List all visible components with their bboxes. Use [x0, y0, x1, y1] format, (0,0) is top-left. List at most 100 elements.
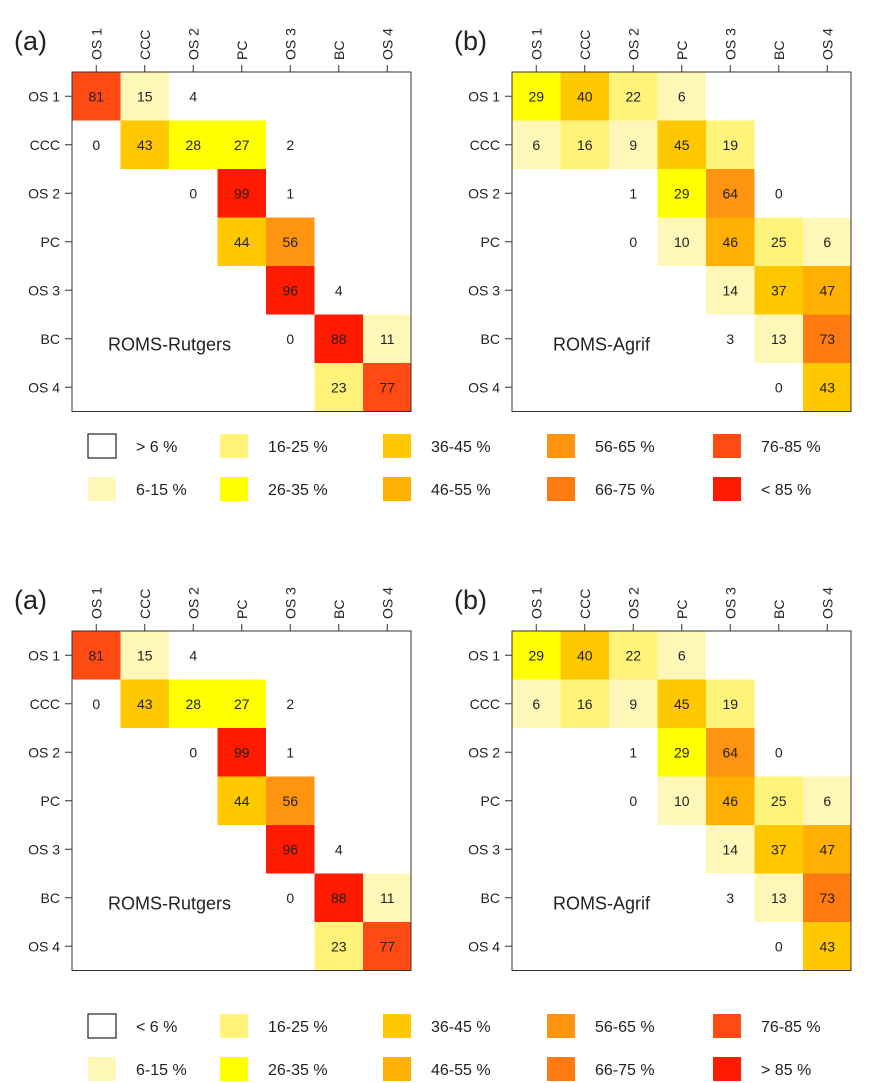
x-tick-label: BC [331, 41, 347, 60]
cell-value-label: 16 [577, 137, 593, 153]
heatmap-cell [560, 631, 609, 680]
cell-value-label: 6 [532, 696, 540, 712]
heatmap-cell [560, 72, 609, 121]
cell-value-label: 29 [674, 744, 690, 760]
model-annotation: ROMS-Rutgers [108, 335, 231, 355]
cell-value-label: 0 [775, 744, 783, 760]
legend-label: 6-15 % [136, 482, 187, 499]
cell-value-label: 0 [775, 379, 783, 395]
x-tick-label: OS 4 [819, 28, 835, 60]
legend-swatch [220, 1057, 248, 1081]
cell-value-label: 9 [629, 137, 637, 153]
x-tick-label: OS 1 [528, 587, 544, 619]
cell-value-label: 81 [88, 647, 104, 663]
heatmap-cell [120, 120, 169, 169]
x-tick-label: PC [234, 600, 250, 619]
cell-value-label: 0 [629, 793, 637, 809]
cell-value-label: 10 [674, 234, 690, 250]
cell-value-label: 10 [674, 793, 690, 809]
x-tick-label: OS 3 [722, 587, 738, 619]
y-tick-label: PC [481, 793, 500, 809]
cell-value-label: 64 [722, 744, 738, 760]
cell-value-label: 44 [234, 234, 250, 250]
heatmap-cell [803, 922, 852, 971]
y-tick-label: OS 3 [28, 282, 60, 298]
legend-label: > 85 % [761, 1062, 811, 1079]
cell-value-label: 15 [137, 647, 153, 663]
heatmap-cell [803, 363, 852, 412]
cell-value-label: 40 [577, 88, 593, 104]
y-tick-label: OS 1 [468, 88, 500, 104]
panel-label: (b) [454, 26, 487, 56]
heatmap-cell [803, 314, 852, 363]
heatmap-cell [609, 631, 658, 680]
x-tick-label: PC [674, 600, 690, 619]
heatmap-panel-a-fig2: 81 15 4 0 43 28 27 2 0 99 1 44 56 96 4 0 88 11 23 77 OS 1 CCC… [14, 585, 412, 971]
legend-swatch [383, 1057, 411, 1081]
y-tick-label: BC [41, 331, 60, 347]
x-tick-label: OS 3 [282, 587, 298, 619]
heatmap-cell [266, 776, 315, 825]
cell-value-label: 81 [88, 88, 104, 104]
y-tick-label: PC [481, 234, 500, 250]
legend-swatch [713, 477, 741, 501]
cell-value-label: 13 [771, 331, 787, 347]
legend-swatch [547, 434, 575, 458]
legend-label: < 85 % [761, 482, 811, 499]
cell-value-label: 43 [819, 379, 835, 395]
y-tick-label: OS 2 [468, 185, 500, 201]
heatmap-cell [803, 217, 852, 266]
y-tick-label: OS 2 [468, 744, 500, 760]
panel-label: (b) [454, 585, 487, 615]
legend-label: 16-25 % [268, 1019, 328, 1036]
cell-value-label: 4 [335, 841, 343, 857]
heatmap-cell [657, 776, 706, 825]
y-tick-label: BC [481, 331, 500, 347]
y-tick-label: OS 4 [468, 379, 500, 395]
cell-value-label: 3 [726, 331, 734, 347]
panel-label: (a) [14, 26, 47, 56]
cell-value-label: 37 [771, 282, 787, 298]
legend-swatch [713, 434, 741, 458]
y-tick-label: CCC [470, 696, 500, 712]
heatmap-cell [120, 631, 169, 680]
heatmap-cell [72, 72, 121, 121]
heatmap-panel-b-fig1: 29 40 22 6 6 16 9 45 19 1 29 64 0 0 10 46 25 6 14 37 47 3 13 73… [454, 26, 852, 412]
heatmap-cell [560, 679, 609, 728]
legend-swatch [220, 1014, 248, 1038]
legend-label: 26-35 % [268, 482, 328, 499]
cell-value-label: 77 [379, 379, 395, 395]
y-tick-label: OS 3 [468, 841, 500, 857]
y-tick-label: OS 3 [468, 282, 500, 298]
cell-value-label: 22 [625, 88, 641, 104]
model-annotation: ROMS-Agrif [553, 894, 651, 914]
legend-swatch [547, 1057, 575, 1081]
cell-value-label: 88 [331, 890, 347, 906]
legend-label: 66-75 % [595, 482, 655, 499]
y-tick-label: PC [41, 234, 60, 250]
cell-value-label: 6 [532, 137, 540, 153]
heatmap-cell [217, 679, 266, 728]
y-tick-label: OS 4 [28, 938, 60, 954]
legend-label: 46-55 % [431, 482, 491, 499]
x-tick-label: OS 2 [625, 587, 641, 619]
cell-value-label: 22 [625, 647, 641, 663]
cell-value-label: 23 [331, 379, 347, 395]
heatmap-cell [706, 679, 755, 728]
legend-swatch [713, 1014, 741, 1038]
y-tick-label: OS 2 [28, 744, 60, 760]
x-tick-label: PC [234, 41, 250, 60]
cell-value-label: 15 [137, 88, 153, 104]
x-tick-label: OS 1 [88, 587, 104, 619]
heatmap-cell [706, 120, 755, 169]
cell-value-label: 16 [577, 696, 593, 712]
heatmap-cell [217, 776, 266, 825]
cell-value-label: 6 [823, 793, 831, 809]
cell-value-label: 28 [185, 137, 201, 153]
cell-value-label: 0 [286, 331, 294, 347]
y-tick-label: OS 4 [468, 938, 500, 954]
cell-value-label: 64 [722, 185, 738, 201]
heatmap-cell [754, 825, 803, 874]
heatmap-cell [560, 120, 609, 169]
cell-value-label: 29 [528, 647, 544, 663]
